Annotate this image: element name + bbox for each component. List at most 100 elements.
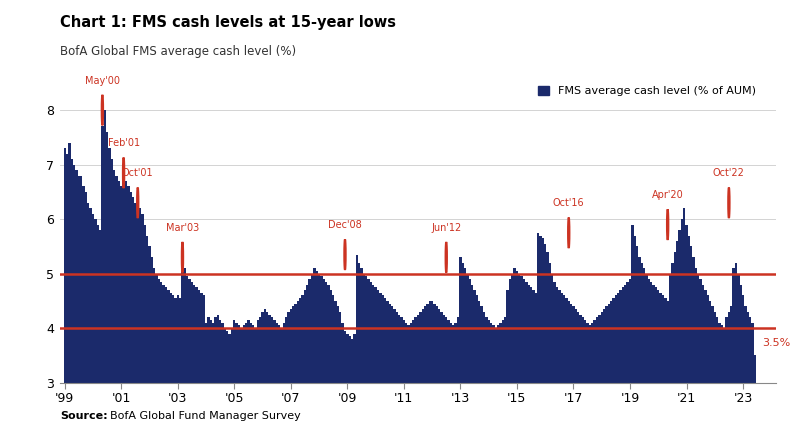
- Bar: [482, 312, 485, 430]
- Bar: [275, 323, 278, 430]
- Bar: [63, 148, 66, 430]
- Bar: [290, 309, 292, 430]
- Text: May'00: May'00: [85, 76, 120, 86]
- Bar: [487, 320, 490, 430]
- Bar: [714, 312, 716, 430]
- Bar: [549, 263, 551, 430]
- Bar: [662, 295, 664, 430]
- Bar: [247, 320, 250, 430]
- Bar: [704, 290, 706, 430]
- Text: Oct'01: Oct'01: [122, 168, 154, 178]
- Bar: [589, 326, 591, 430]
- Bar: [311, 273, 314, 430]
- Bar: [563, 295, 566, 430]
- Text: Source:: Source:: [60, 411, 108, 421]
- Bar: [431, 301, 434, 430]
- Bar: [120, 187, 122, 430]
- Bar: [377, 290, 379, 430]
- Bar: [516, 271, 518, 430]
- Bar: [309, 279, 311, 430]
- Bar: [688, 236, 690, 430]
- Bar: [155, 273, 158, 430]
- Bar: [464, 268, 466, 430]
- Bar: [744, 306, 746, 430]
- Bar: [394, 309, 396, 430]
- Bar: [676, 241, 678, 430]
- Bar: [424, 306, 426, 430]
- Bar: [572, 306, 574, 430]
- Bar: [325, 282, 327, 430]
- Bar: [457, 317, 459, 430]
- Bar: [174, 298, 177, 430]
- Bar: [739, 285, 742, 430]
- Bar: [172, 295, 174, 430]
- Bar: [66, 154, 68, 430]
- Bar: [643, 268, 646, 430]
- Bar: [737, 273, 739, 430]
- Bar: [198, 290, 200, 430]
- Bar: [184, 268, 186, 430]
- Bar: [150, 257, 153, 430]
- Bar: [450, 323, 452, 430]
- Bar: [82, 187, 85, 430]
- Bar: [252, 326, 254, 430]
- Bar: [103, 110, 106, 430]
- Bar: [551, 273, 554, 430]
- Bar: [598, 315, 601, 430]
- Bar: [257, 320, 259, 430]
- Bar: [297, 301, 299, 430]
- Bar: [315, 271, 318, 430]
- Bar: [634, 236, 636, 430]
- Bar: [242, 326, 245, 430]
- Bar: [686, 224, 688, 430]
- Bar: [202, 295, 205, 430]
- Bar: [565, 298, 567, 430]
- Bar: [370, 282, 372, 430]
- Bar: [690, 246, 693, 430]
- Bar: [372, 285, 374, 430]
- Bar: [499, 323, 502, 430]
- Bar: [382, 295, 384, 430]
- Bar: [170, 293, 172, 430]
- Bar: [624, 285, 626, 430]
- Text: BofA Global FMS average cash level (%): BofA Global FMS average cash level (%): [60, 45, 296, 58]
- Bar: [749, 317, 751, 430]
- Bar: [219, 320, 222, 430]
- Bar: [607, 304, 610, 430]
- Bar: [734, 263, 737, 430]
- Bar: [400, 317, 402, 430]
- Bar: [358, 263, 360, 430]
- Bar: [746, 312, 749, 430]
- Bar: [280, 328, 282, 430]
- Bar: [554, 282, 556, 430]
- Bar: [94, 219, 97, 430]
- Bar: [445, 317, 447, 430]
- Bar: [622, 287, 624, 430]
- Bar: [730, 306, 733, 430]
- Bar: [165, 287, 167, 430]
- Bar: [537, 233, 539, 430]
- Bar: [273, 320, 275, 430]
- Bar: [539, 236, 542, 430]
- Bar: [132, 197, 134, 430]
- Bar: [167, 290, 170, 430]
- Bar: [556, 287, 558, 430]
- Bar: [442, 315, 445, 430]
- Bar: [471, 285, 474, 430]
- Bar: [313, 268, 315, 430]
- Bar: [584, 320, 586, 430]
- Bar: [398, 315, 400, 430]
- Bar: [534, 293, 537, 430]
- Bar: [186, 276, 188, 430]
- Bar: [591, 323, 594, 430]
- Bar: [429, 301, 431, 430]
- Bar: [177, 295, 179, 430]
- Bar: [629, 279, 631, 430]
- Bar: [697, 273, 699, 430]
- Bar: [603, 309, 606, 430]
- Bar: [342, 323, 344, 430]
- Bar: [299, 298, 302, 430]
- Text: BofA Global Fund Manager Survey: BofA Global Fund Manager Survey: [110, 411, 300, 421]
- Bar: [75, 170, 78, 430]
- Bar: [601, 312, 603, 430]
